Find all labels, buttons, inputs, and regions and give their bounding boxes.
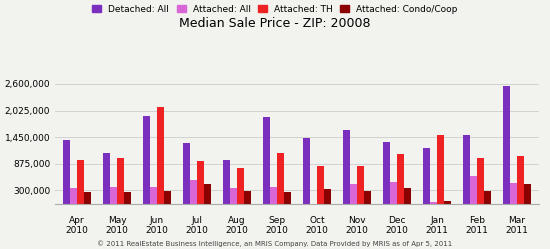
Bar (70, 188, 77, 204)
Bar (517, 156, 524, 204)
Text: Jan: Jan (430, 216, 444, 225)
Bar (484, 190, 491, 204)
Bar (503, 86, 510, 204)
Bar (470, 176, 477, 204)
Bar (422, 148, 430, 204)
Bar (204, 184, 211, 204)
Bar (463, 135, 470, 204)
Bar (230, 188, 237, 204)
Bar (183, 143, 190, 204)
Bar (324, 189, 332, 204)
Bar (103, 153, 110, 204)
Bar (390, 182, 397, 204)
Text: 2010: 2010 (386, 226, 409, 235)
Text: 2010: 2010 (65, 226, 89, 235)
Bar (157, 107, 164, 204)
Bar (77, 160, 84, 204)
Bar (477, 158, 484, 204)
Bar (223, 160, 230, 204)
Bar (444, 201, 452, 204)
Text: Median Sale Price - ZIP: 20008: Median Sale Price - ZIP: 20008 (179, 17, 371, 30)
Bar (357, 166, 364, 204)
Bar (190, 180, 197, 204)
Legend: Detached: All, Attached: All, Attached: TH, Attached: Condo/Coop: Detached: All, Attached: All, Attached: … (92, 4, 458, 13)
Bar (317, 166, 324, 204)
Bar (164, 191, 172, 204)
Bar (302, 138, 310, 204)
Bar (124, 192, 131, 204)
Bar (262, 118, 270, 204)
Bar (510, 183, 517, 204)
Text: Feb: Feb (469, 216, 485, 225)
Text: 2010: 2010 (146, 226, 168, 235)
Bar (350, 184, 357, 204)
Bar (84, 192, 91, 204)
Text: Jun: Jun (150, 216, 164, 225)
Text: 2010: 2010 (185, 226, 208, 235)
Bar (63, 140, 70, 204)
Text: Jul: Jul (191, 216, 202, 225)
Text: Nov: Nov (348, 216, 366, 225)
Bar (404, 187, 411, 204)
Text: 2010: 2010 (345, 226, 368, 235)
Text: 2010: 2010 (306, 226, 328, 235)
Bar (117, 158, 124, 204)
Text: Oct: Oct (309, 216, 325, 225)
Bar (430, 202, 437, 204)
Bar (397, 154, 404, 204)
Text: May: May (108, 216, 126, 225)
Text: 2011: 2011 (465, 226, 488, 235)
Text: 2011: 2011 (505, 226, 529, 235)
Text: 2010: 2010 (226, 226, 249, 235)
Bar (270, 187, 277, 204)
Bar (150, 187, 157, 204)
Bar (197, 161, 204, 204)
Text: 2011: 2011 (426, 226, 448, 235)
Bar (437, 135, 444, 204)
Bar (284, 192, 292, 204)
Text: 2010: 2010 (266, 226, 288, 235)
Bar (277, 153, 284, 204)
Text: 2010: 2010 (106, 226, 129, 235)
Text: Apr: Apr (69, 216, 85, 225)
Text: Dec: Dec (388, 216, 406, 225)
Bar (244, 191, 251, 204)
Text: Mar: Mar (509, 216, 525, 225)
Bar (524, 184, 531, 204)
Bar (142, 116, 150, 204)
Bar (364, 191, 371, 204)
Bar (110, 187, 117, 204)
Bar (343, 130, 350, 204)
Text: Sep: Sep (268, 216, 285, 225)
Text: © 2011 RealEstate Business Intelligence, an MRIS Company. Data Provided by MRIS : © 2011 RealEstate Business Intelligence,… (97, 240, 453, 247)
Bar (383, 142, 390, 204)
Bar (237, 168, 244, 204)
Text: Aug: Aug (228, 216, 246, 225)
